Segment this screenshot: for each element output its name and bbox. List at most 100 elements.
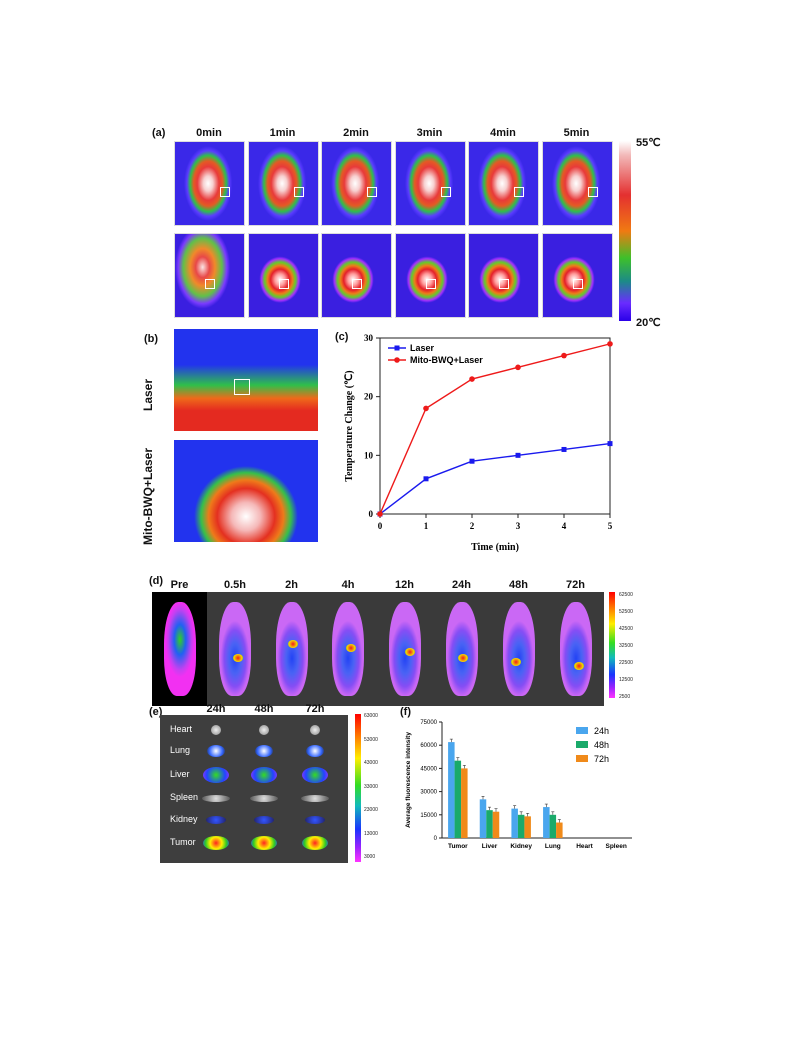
time-label-d: Pre — [170, 579, 189, 591]
time-label-e: 24h — [206, 703, 226, 715]
roi-marker — [440, 187, 451, 197]
fluorescence-intensity-chart: 75000 60000 45000 30000 15000 0 Average fluore… — [405, 720, 632, 850]
organ-fluorescence-blob — [203, 836, 229, 850]
legend-marker — [394, 357, 400, 363]
mouse-body — [275, 602, 308, 696]
legend-swatch — [576, 755, 588, 762]
data-point — [377, 511, 383, 517]
organ-fluorescence-blob — [254, 816, 274, 824]
x-tick-label: Tumor — [448, 843, 468, 850]
bar — [454, 760, 462, 838]
fluorescence-mouse-image — [376, 592, 434, 706]
x-tick-label: Kidney — [510, 843, 532, 850]
mouse-body — [445, 602, 478, 696]
organ-fluorescence-blob — [207, 745, 225, 757]
row-label-laser: Laser — [141, 378, 155, 411]
organ-fluorescence-blob — [259, 725, 269, 735]
tumor-hotspot — [287, 640, 298, 648]
bar — [543, 807, 550, 838]
colorbar-e-tick: 63000 — [364, 713, 378, 719]
thermal-image-treated — [321, 233, 392, 318]
thermal-image-control — [394, 141, 466, 226]
thermal-image-control — [541, 141, 613, 226]
colorbar-d-tick: 52500 — [619, 609, 633, 615]
mouse-body — [502, 602, 535, 696]
y-tick-label: 45000 — [420, 766, 437, 772]
mouse-body — [219, 602, 251, 696]
time-label-d: 24h — [452, 579, 471, 591]
data-point — [607, 441, 613, 447]
organ-fluorescence-blob — [251, 767, 277, 783]
time-label-a: 5min — [563, 127, 590, 139]
roi-marker — [234, 379, 250, 395]
plot-frame — [379, 337, 611, 515]
organ-fluorescence-blob — [203, 767, 229, 783]
tumor-hotspot — [573, 662, 584, 670]
time-label-d: 72h — [566, 579, 585, 591]
row-label-mito-bwq-laser: Mito-BWQ+Laser — [141, 447, 155, 545]
fluorescence-mouse-image — [490, 592, 548, 706]
thermal-image-treated — [394, 233, 466, 318]
time-label-a: 1min — [269, 127, 296, 139]
x-tick-label: Lung — [545, 843, 561, 850]
roi-marker — [278, 279, 289, 289]
organ-label: Kidney — [170, 814, 198, 824]
colorbar-e-tick: 43000 — [364, 760, 378, 766]
mito-bwq-thermal-image — [174, 440, 318, 542]
y-axis-label: Average fluorescence intensity — [405, 732, 412, 828]
roi-marker — [367, 187, 377, 197]
data-point — [607, 341, 613, 347]
y-tick-label: 0 — [434, 836, 438, 842]
organ-fluorescence-blob — [211, 725, 221, 735]
time-label-a: 2min — [343, 127, 369, 139]
tumor-hotspot — [510, 658, 521, 666]
data-point — [561, 446, 567, 452]
bar — [556, 822, 563, 838]
mouse-body — [559, 602, 592, 696]
x-tick-label: Spleen — [606, 843, 627, 850]
thermal-image-treated — [247, 233, 319, 318]
colorbar-e-tick: 23000 — [364, 807, 378, 813]
thermal-colorbar-max: 55℃ — [636, 137, 661, 149]
time-label-d: 4h — [341, 579, 355, 591]
x-tick-label: 3 — [516, 521, 521, 531]
roi-marker — [499, 279, 509, 289]
mouse-body — [332, 602, 364, 696]
time-label-e: 48h — [254, 703, 274, 715]
thermal-image-control — [247, 141, 319, 226]
time-label-a: 3min — [416, 127, 443, 139]
x-tick-label: 0 — [378, 521, 383, 531]
temperature-change-chart: 0 10 20 30 0 1 2 3 4 5 Time (min) Temperature Chang… — [344, 333, 613, 553]
bar — [461, 768, 468, 838]
bar — [492, 811, 500, 838]
laser-thermal-image — [174, 329, 318, 431]
organ-fluorescence-blob — [250, 794, 278, 802]
organ-label: Lung — [170, 745, 191, 755]
roi-marker — [514, 187, 524, 197]
organ-label: Heart — [170, 724, 193, 734]
y-tick-label: 10 — [364, 450, 374, 460]
legend-label: Laser — [410, 343, 435, 353]
thermal-image-control — [321, 141, 392, 226]
thermal-image-control — [174, 141, 245, 226]
fluorescence-mouse-image — [433, 592, 491, 706]
data-point — [515, 364, 521, 371]
organ-label: Tumor — [170, 837, 196, 847]
panel-label-e: (e) — [149, 706, 163, 718]
organ-fluorescence-blob — [302, 767, 328, 783]
roi-marker — [425, 279, 436, 289]
bar — [486, 810, 493, 838]
colorbar-e-tick: 33000 — [364, 783, 378, 790]
fluorescence-mouse-image — [263, 592, 321, 706]
organ-fluorescence-blob — [310, 725, 320, 735]
thermal-image-treated — [541, 233, 613, 318]
organ-fluorescence-blob — [301, 794, 329, 802]
organ-fluorescence-blob — [306, 745, 324, 757]
data-point — [469, 376, 475, 382]
data-point — [515, 452, 521, 458]
x-axis-label: Time (min) — [471, 542, 519, 553]
roi-marker — [293, 187, 304, 197]
colorbar-d-tick: 42500 — [619, 626, 633, 632]
time-label-e: 72h — [305, 703, 325, 715]
colorbar-d-tick: 22500 — [619, 660, 633, 666]
